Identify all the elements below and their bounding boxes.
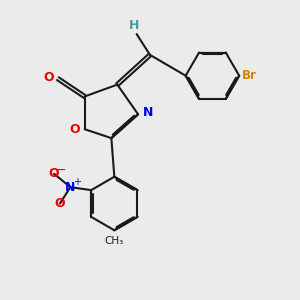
Text: Br: Br	[242, 69, 257, 82]
Text: H: H	[129, 19, 140, 32]
Text: N: N	[142, 106, 153, 119]
Text: +: +	[73, 177, 81, 187]
Text: CH₃: CH₃	[105, 236, 124, 246]
Text: −: −	[55, 164, 66, 177]
Text: O: O	[49, 167, 59, 180]
Text: O: O	[44, 71, 54, 84]
Text: O: O	[55, 197, 65, 210]
Text: O: O	[70, 123, 80, 136]
Text: N: N	[65, 181, 76, 194]
